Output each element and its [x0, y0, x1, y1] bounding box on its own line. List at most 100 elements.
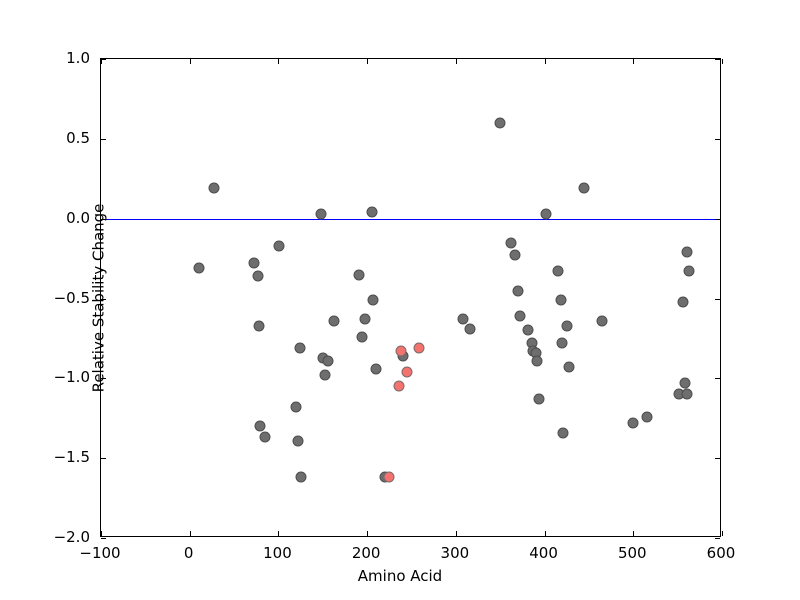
scatter-point — [522, 324, 534, 336]
scatter-point — [319, 369, 331, 381]
scatter-point — [395, 345, 407, 357]
y-tick-label: −1.0 — [53, 368, 90, 387]
scatter-point — [356, 331, 368, 343]
scatter-point — [677, 296, 689, 308]
scatter-point — [359, 313, 371, 325]
x-tick-label: 300 — [440, 544, 470, 562]
scatter-point — [252, 270, 264, 282]
y-axis-tick — [101, 378, 106, 380]
x-axis-tick — [189, 59, 191, 64]
scatter-point — [208, 182, 220, 194]
x-tick-label: 200 — [351, 544, 381, 562]
scatter-point — [464, 323, 476, 335]
scatter-point — [561, 320, 573, 332]
scatter-point — [370, 363, 382, 375]
y-axis-tick — [715, 458, 720, 460]
scatter-point — [509, 249, 521, 261]
data-points-layer — [101, 59, 720, 536]
scatter-point — [248, 257, 260, 269]
scatter-point — [295, 471, 307, 483]
scatter-point — [641, 411, 653, 423]
y-tick-label: −1.5 — [53, 448, 90, 467]
y-tick-label: 0.0 — [66, 208, 90, 227]
scatter-point — [533, 393, 545, 405]
scatter-point — [328, 315, 340, 327]
scatter-point — [555, 294, 567, 306]
y-axis-tick — [101, 59, 106, 60]
y-axis-label: Relative Stability Change — [89, 203, 108, 393]
x-axis-tick — [544, 59, 546, 64]
scatter-point — [557, 427, 569, 439]
x-axis-tick — [189, 531, 191, 536]
scatter-point — [627, 417, 639, 429]
zero-reference-line — [101, 218, 720, 220]
scatter-point — [679, 377, 691, 389]
x-axis-tick — [722, 59, 723, 64]
scatter-point — [383, 471, 395, 483]
x-axis-tick — [455, 531, 457, 536]
y-axis-tick — [101, 298, 106, 300]
x-axis-tick — [367, 531, 369, 536]
scatter-point — [683, 265, 695, 277]
scatter-point — [540, 208, 552, 220]
scatter-point — [259, 431, 271, 443]
x-tick-label: 0 — [183, 544, 194, 562]
y-axis-tick — [715, 138, 720, 140]
scatter-point — [681, 246, 692, 258]
scatter-point — [556, 337, 568, 349]
y-axis-tick — [101, 138, 106, 140]
x-axis-tick — [101, 59, 102, 64]
x-axis-tick — [101, 531, 102, 536]
x-axis-tick — [278, 59, 280, 64]
y-tick-label: 1.0 — [66, 49, 90, 67]
scatter-point — [401, 366, 413, 378]
x-axis-tick — [455, 59, 457, 64]
scatter-point — [294, 342, 306, 354]
y-axis-tick — [715, 538, 720, 539]
y-axis-tick — [715, 218, 720, 220]
scatter-point — [681, 388, 693, 400]
x-tick-label: 600 — [706, 544, 736, 562]
x-tick-label: −100 — [79, 544, 121, 562]
y-tick-label: −0.5 — [53, 288, 90, 307]
scatter-point — [552, 265, 564, 277]
scatter-point — [413, 342, 425, 354]
scatter-point — [367, 294, 379, 306]
y-axis-tick — [715, 378, 720, 380]
x-axis-tick — [278, 531, 280, 536]
scatter-point — [315, 208, 327, 220]
y-axis-tick — [715, 298, 720, 300]
scatter-point — [254, 420, 266, 432]
scatter-point — [578, 182, 590, 194]
scatter-point — [596, 315, 608, 327]
x-axis-tick — [722, 531, 723, 536]
scatter-point — [393, 380, 405, 392]
scatter-point — [457, 313, 469, 325]
scatter-point — [253, 320, 265, 332]
x-tick-label: 400 — [529, 544, 558, 562]
scatter-point — [193, 262, 205, 274]
y-axis-tick — [101, 538, 106, 539]
y-tick-label: −2.0 — [53, 528, 90, 546]
scatter-point — [563, 361, 575, 373]
x-axis-tick — [367, 59, 369, 64]
y-axis-tick — [715, 59, 720, 60]
scatter-point — [290, 401, 302, 413]
scatter-point — [512, 285, 524, 297]
x-axis-tick — [633, 531, 635, 536]
x-tick-label: 100 — [263, 544, 292, 562]
scatter-point — [514, 310, 526, 322]
scatter-point — [494, 117, 506, 129]
y-tick-label: 0.5 — [66, 128, 90, 147]
x-axis-tick — [633, 59, 635, 64]
plot-area — [100, 58, 723, 539]
scatter-point — [366, 206, 378, 218]
y-axis-tick — [101, 218, 106, 220]
scatter-point — [531, 355, 543, 367]
x-tick-label: 500 — [617, 544, 647, 562]
x-axis-label: Amino Acid — [357, 567, 443, 585]
y-axis-tick — [101, 458, 106, 460]
scatter-point — [353, 269, 365, 281]
scatter-point — [273, 240, 285, 252]
